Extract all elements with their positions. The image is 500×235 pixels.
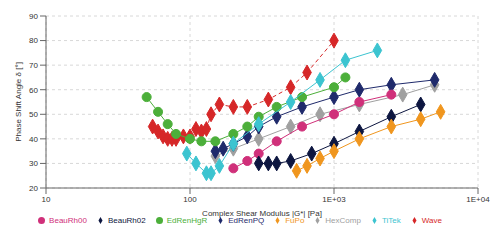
svg-text:60: 60 bbox=[29, 86, 38, 95]
html-text:TiTek: TiTek bbox=[381, 216, 401, 225]
svg-text:30: 30 bbox=[29, 159, 38, 168]
svg-text:Phase Shift Angle δ [°]: Phase Shift Angle δ [°] bbox=[14, 62, 23, 142]
html-text:BeauRh02: BeauRh02 bbox=[107, 216, 146, 225]
svg-text:Complex Shear Modulus |G*| [Pa: Complex Shear Modulus |G*| [Pa] bbox=[202, 209, 322, 218]
html-text:EdRenPQ: EdRenPQ bbox=[228, 216, 265, 225]
html-text:HexComp: HexComp bbox=[325, 216, 361, 225]
html-text:Wave: Wave bbox=[421, 216, 442, 225]
html-text:EdRenHgR: EdRenHgR bbox=[166, 216, 208, 225]
svg-text:1E+04: 1E+04 bbox=[466, 195, 490, 204]
svg-text:80: 80 bbox=[29, 36, 38, 45]
html-text:FuPo: FuPo bbox=[285, 216, 305, 225]
svg-text:50: 50 bbox=[29, 110, 38, 119]
svg-text:1E+03: 1E+03 bbox=[322, 195, 346, 204]
svg-text:90: 90 bbox=[29, 12, 38, 21]
svg-text:10: 10 bbox=[42, 195, 51, 204]
svg-text:40: 40 bbox=[29, 135, 38, 144]
svg-text:100: 100 bbox=[183, 195, 197, 204]
svg-text:70: 70 bbox=[29, 61, 38, 70]
svg-text:20: 20 bbox=[29, 184, 38, 193]
html-text:BeauRh00: BeauRh00 bbox=[49, 216, 87, 225]
